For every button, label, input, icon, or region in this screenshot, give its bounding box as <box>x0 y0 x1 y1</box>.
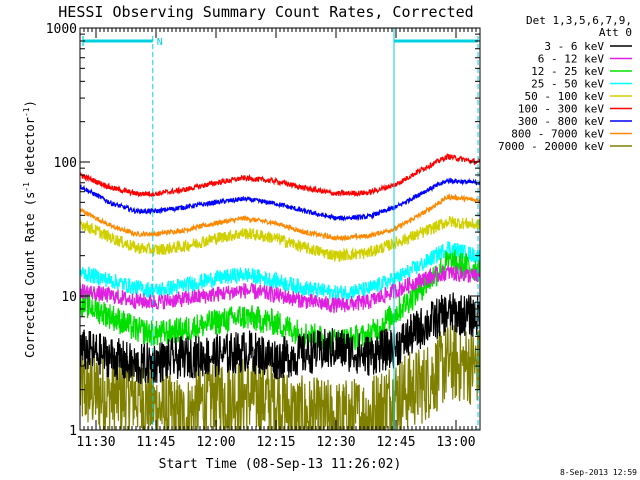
y-axis-label-mid: detector <box>23 117 37 182</box>
y-axis-label-main: Corrected Count Rate (s <box>23 192 37 358</box>
x-tick-label: 12:45 <box>376 435 415 450</box>
x-tick-label: 11:30 <box>76 435 115 450</box>
y-tick-label: 100 <box>54 156 77 171</box>
series-line-3 <box>80 240 480 301</box>
flag-label: N <box>157 37 163 48</box>
series-line-6 <box>80 177 480 222</box>
x-tick-label: 12:15 <box>256 435 295 450</box>
series-line-7 <box>80 192 480 242</box>
legend-label-2: 12 - 25 keV <box>531 65 604 78</box>
chart-title: HESSI Observing Summary Count Rates, Cor… <box>58 3 473 21</box>
x-axis: 11:30 11:45 12:00 12:15 12:30 12:45 13:00 <box>76 28 481 450</box>
x-axis-label: Start Time (08-Sep-13 11:26:02) <box>159 457 402 472</box>
legend-label-6: 300 - 800 keV <box>518 115 604 128</box>
y-axis: 1 10 100 1000 <box>46 22 480 439</box>
footer-timestamp: 8-Sep-2013 12:59 <box>560 468 637 477</box>
y-axis-label-end: ) <box>23 100 37 107</box>
series-layer <box>80 153 480 430</box>
x-tick-label: 12:30 <box>316 435 355 450</box>
series-line-5 <box>80 153 480 198</box>
y-axis-label-sup1: -1 <box>22 182 31 192</box>
legend-label-1: 6 - 12 keV <box>538 53 605 66</box>
flag-layer: N <box>82 28 479 430</box>
legend-label-7: 800 - 7000 keV <box>511 128 604 141</box>
legend-header: Det 1,3,5,6,7,9, <box>526 14 632 27</box>
series-line-8 <box>80 325 480 430</box>
legend-header: Att 0 <box>599 26 632 39</box>
legend-label-8: 7000 - 20000 keV <box>498 140 604 153</box>
legend-label-0: 3 - 6 keV <box>544 40 604 53</box>
legend-label-3: 25 - 50 keV <box>531 78 604 91</box>
x-tick-label: 11:45 <box>136 435 175 450</box>
y-tick-label: 10 <box>61 290 77 305</box>
series-line-4 <box>80 216 480 263</box>
y-tick-label: 1000 <box>46 22 77 37</box>
y-tick-label: 1 <box>69 424 77 439</box>
y-axis-label-sup2: -1 <box>22 107 31 117</box>
series-line-1 <box>80 265 480 314</box>
y-axis-label: Corrected Count Rate (s-1 detector-1) <box>22 100 37 358</box>
x-tick-label: 12:00 <box>196 435 235 450</box>
series-line-0 <box>80 292 480 385</box>
x-tick-label: 13:00 <box>436 435 475 450</box>
legend-label-4: 50 - 100 keV <box>525 90 605 103</box>
legend-label-5: 100 - 300 keV <box>518 103 604 116</box>
